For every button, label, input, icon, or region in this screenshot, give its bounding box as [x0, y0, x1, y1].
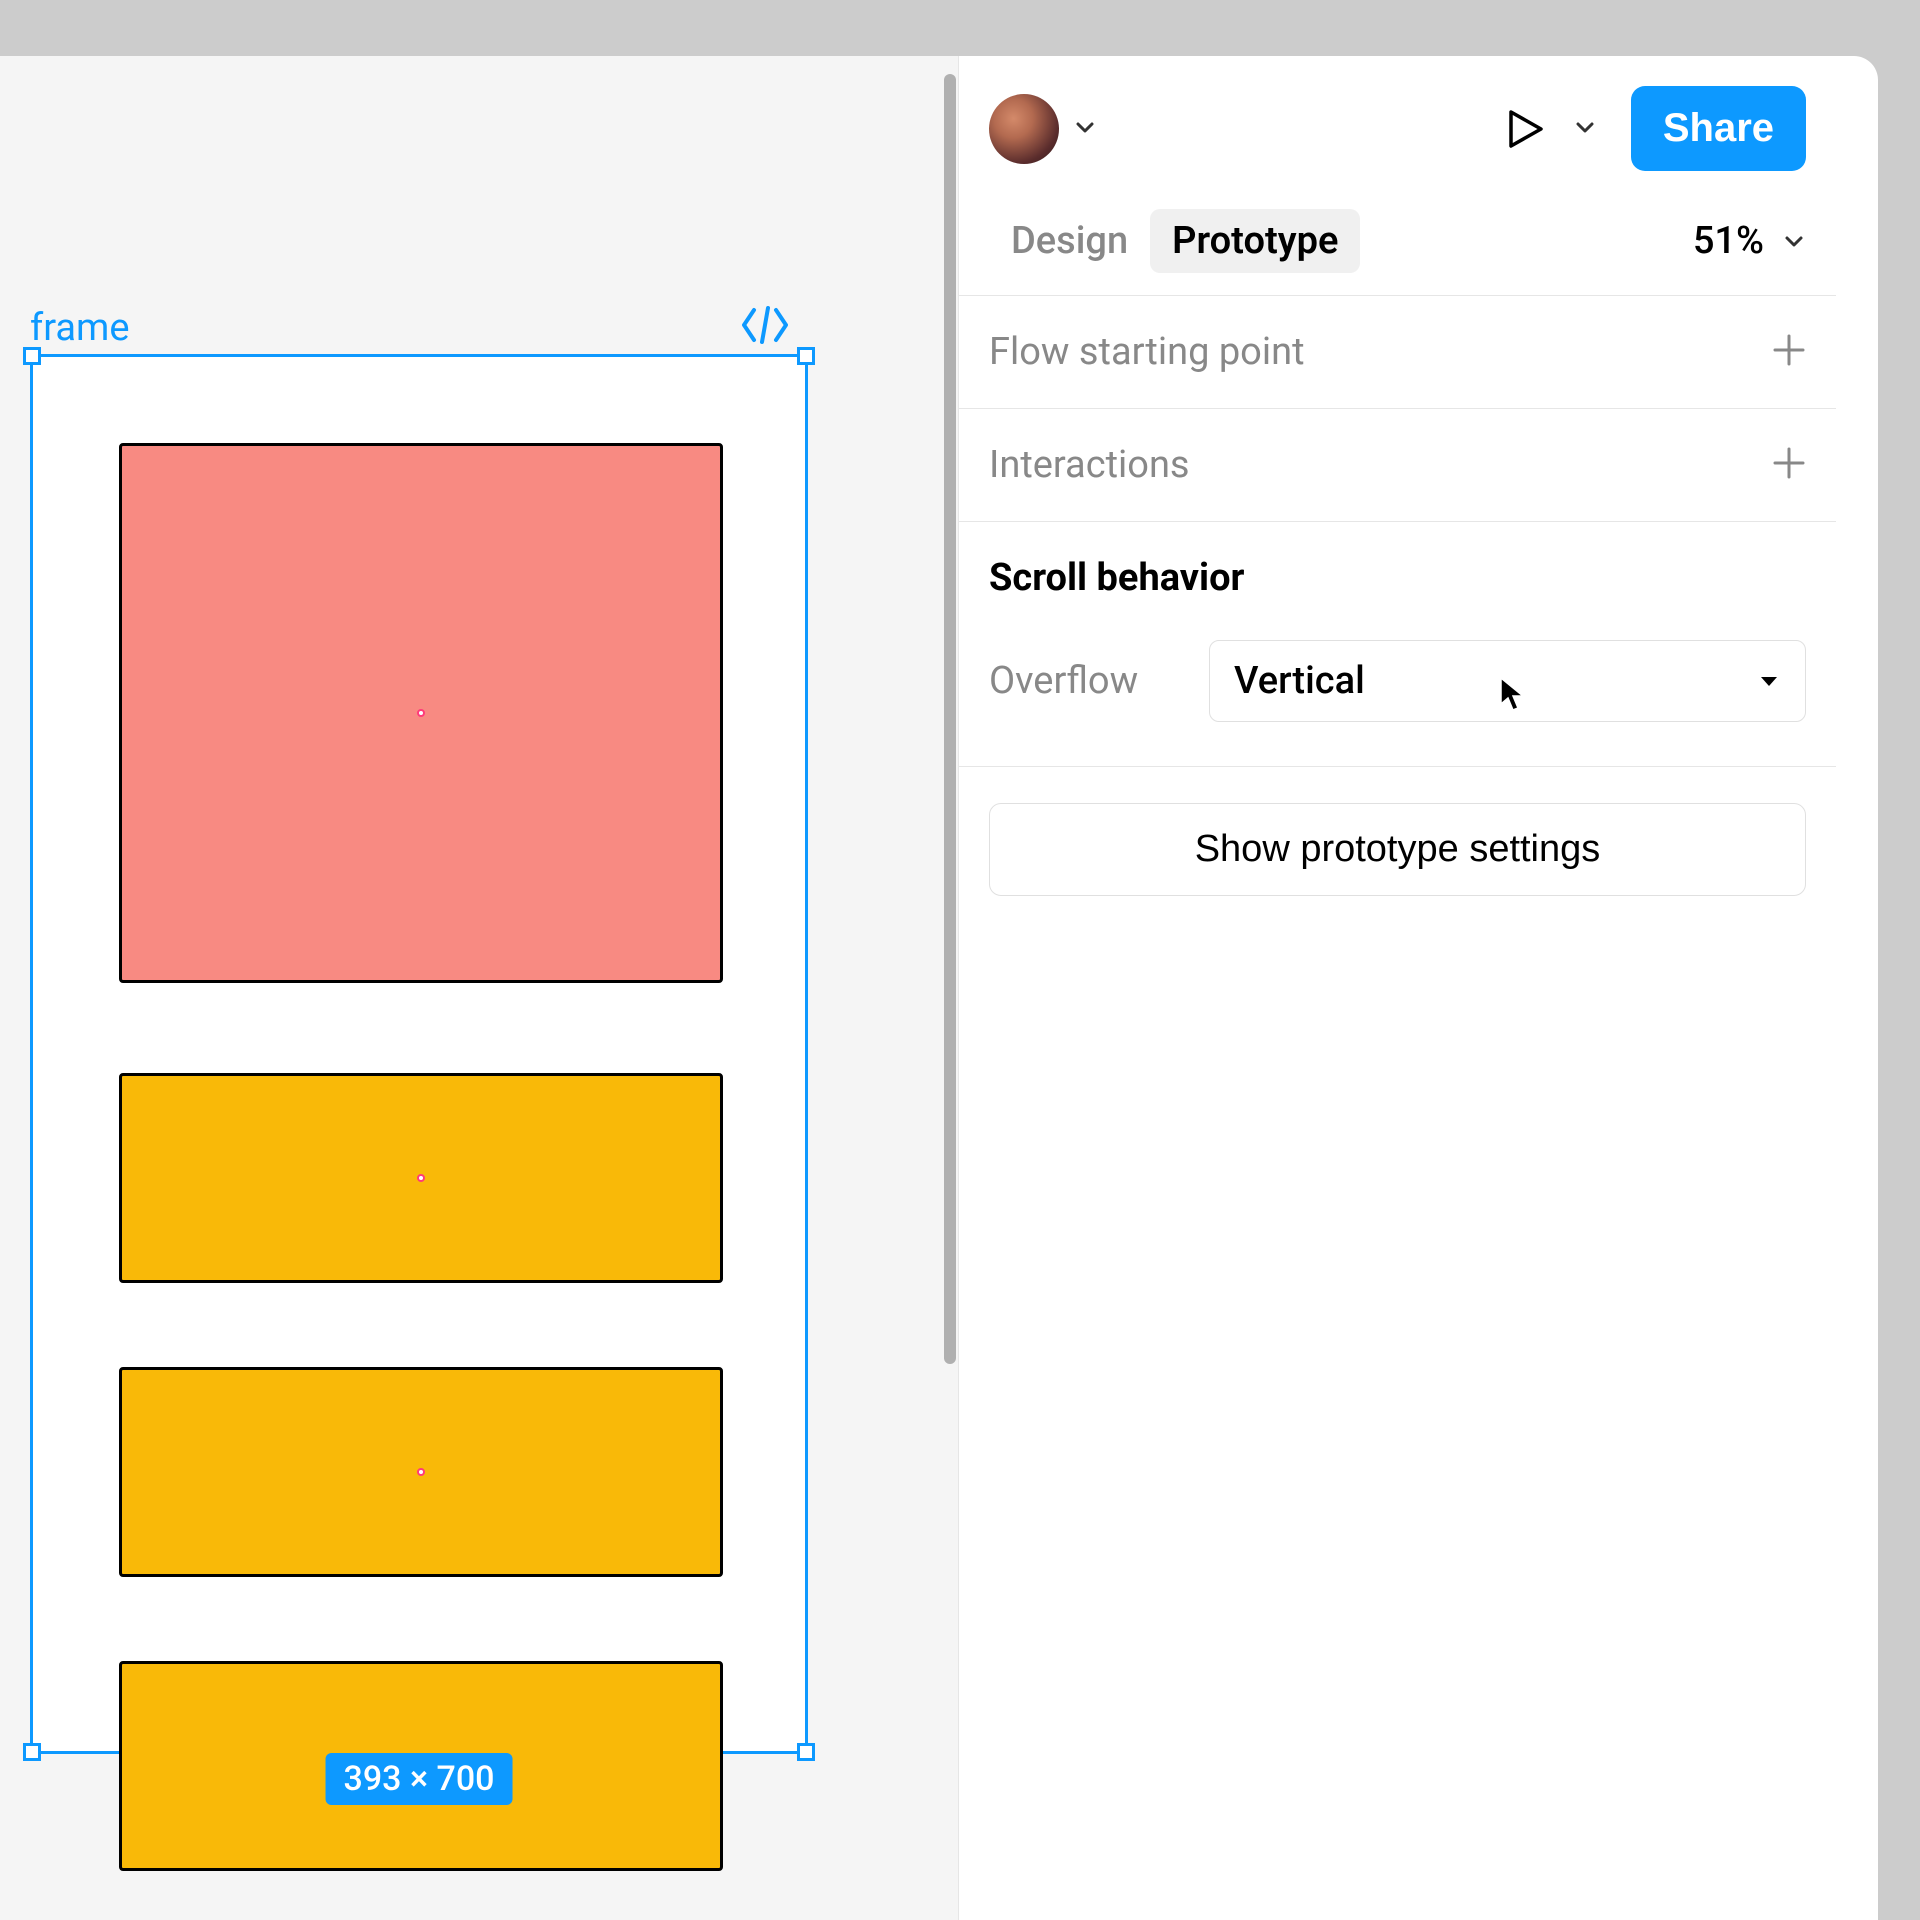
plus-icon[interactable] [1772, 333, 1806, 371]
panel-header: Share [959, 56, 1836, 205]
resize-handle-br[interactable] [797, 1743, 815, 1761]
app-window: frame 393 × 700 Share [0, 56, 1878, 1920]
show-prototype-settings-button[interactable]: Show prototype settings [989, 803, 1806, 896]
tab-prototype[interactable]: Prototype [1150, 209, 1360, 273]
chevron-down-icon [1757, 669, 1781, 693]
canvas-rect[interactable] [119, 1367, 723, 1577]
center-dot-icon [417, 1174, 425, 1182]
canvas-scrollbar[interactable] [942, 56, 958, 1920]
play-icon[interactable] [1499, 104, 1549, 154]
interactions-row[interactable]: Interactions [959, 409, 1836, 522]
selected-frame[interactable]: 393 × 700 [30, 354, 808, 1754]
canvas-rect[interactable] [119, 1073, 723, 1283]
zoom-value: 51% [1693, 219, 1764, 263]
share-button[interactable]: Share [1631, 86, 1806, 171]
settings-button-wrap: Show prototype settings [959, 767, 1836, 932]
scroll-behavior-title: Scroll behavior [989, 556, 1806, 600]
inspector-panel: Share Design Prototype 51% Flow starting… [958, 56, 1836, 1920]
overflow-select[interactable]: Vertical [1209, 640, 1806, 722]
resize-handle-tl[interactable] [23, 347, 41, 365]
canvas-rect[interactable] [119, 443, 723, 983]
code-icon[interactable] [740, 306, 790, 348]
dimensions-badge: 393 × 700 [326, 1753, 513, 1805]
flow-starting-point-row[interactable]: Flow starting point [959, 296, 1836, 409]
overflow-value: Vertical [1234, 659, 1365, 703]
flow-label: Flow starting point [989, 330, 1305, 374]
interactions-label: Interactions [989, 443, 1190, 487]
zoom-control[interactable]: 51% [1693, 219, 1806, 263]
tabs-row: Design Prototype 51% [959, 205, 1836, 296]
resize-handle-tr[interactable] [797, 347, 815, 365]
scrollbar-thumb[interactable] [944, 74, 956, 1364]
center-dot-icon [417, 1468, 425, 1476]
resize-handle-bl[interactable] [23, 1743, 41, 1761]
play-menu-chevron[interactable] [1573, 115, 1597, 143]
overflow-label: Overflow [989, 659, 1189, 703]
plus-icon[interactable] [1772, 446, 1806, 484]
scroll-behavior-section: Scroll behavior Overflow Vertical [959, 522, 1836, 767]
avatar[interactable] [989, 94, 1059, 164]
tab-design[interactable]: Design [989, 209, 1150, 273]
canvas-area[interactable]: frame 393 × 700 [0, 56, 958, 1920]
avatar-menu-chevron[interactable] [1073, 115, 1097, 143]
frame-label[interactable]: frame [30, 306, 130, 350]
overflow-control-row: Overflow Vertical [989, 640, 1806, 722]
center-dot-icon [417, 709, 425, 717]
cursor-icon [1499, 676, 1527, 722]
chevron-down-icon [1782, 229, 1806, 253]
